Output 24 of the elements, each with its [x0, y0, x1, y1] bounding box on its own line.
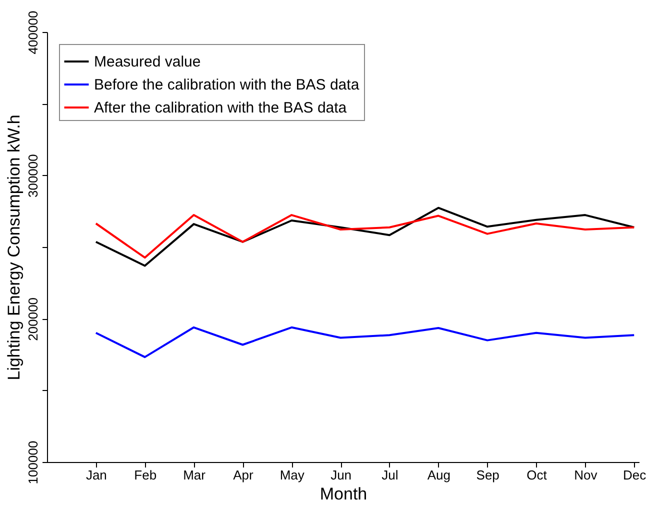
x-tick-label: Dec: [623, 468, 647, 482]
x-axis-title: Month: [320, 484, 368, 504]
legend-label: Measured value: [94, 54, 201, 70]
line-series: [94, 214, 636, 259]
y-tick-label: 300000: [26, 154, 40, 198]
x-tick-label: Feb: [134, 468, 157, 482]
x-tick-label: Aug: [427, 468, 450, 482]
y-tick-label: 200000: [26, 297, 40, 341]
x-tick-label: Apr: [233, 468, 254, 482]
x-tick-label: Jun: [330, 468, 352, 482]
y-axis-title: Lighting Energy Consumption kW.h: [4, 114, 24, 380]
legend-label: Before the calibration with the BAS data: [94, 76, 360, 94]
x-tick-label: May: [280, 468, 305, 482]
y-tick-label: 100000: [26, 440, 40, 484]
line-series: [94, 206, 636, 267]
y-tick-label: 400000: [26, 10, 40, 54]
line-series: [94, 326, 636, 358]
x-tick-label: Sep: [476, 468, 500, 482]
x-tick-label: Oct: [526, 468, 548, 482]
x-tick-label: Jan: [86, 468, 107, 482]
x-tick-label: Nov: [574, 468, 598, 482]
x-tick-label: Mar: [183, 468, 206, 482]
legend-label: After the calibration with the BAS data: [94, 100, 348, 116]
x-tick-label: Jul: [382, 468, 398, 482]
